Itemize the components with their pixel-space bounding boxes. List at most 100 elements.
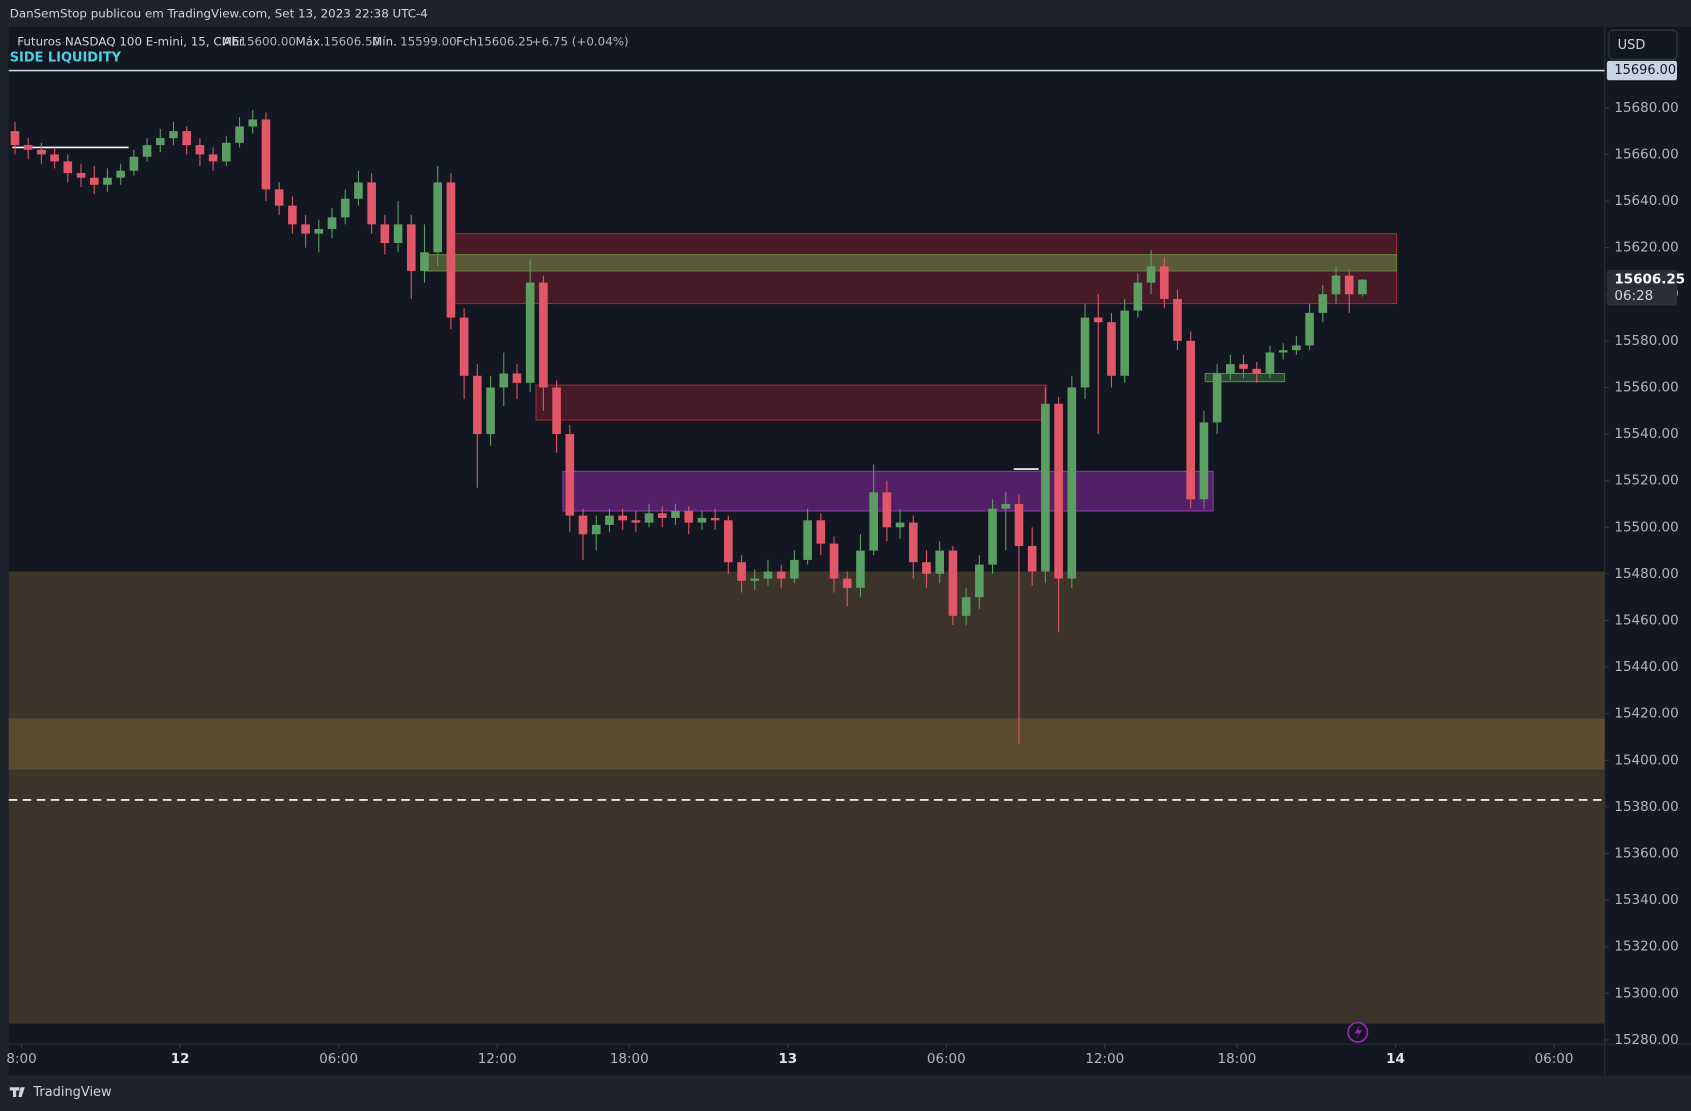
candle-body <box>684 510 694 523</box>
y-tick-label: 15560.00 <box>1614 379 1678 395</box>
candle-body <box>512 373 522 383</box>
candle-body <box>63 161 73 174</box>
last-price: 15606.25 <box>1614 272 1685 288</box>
x-tick-label: 06:00 <box>319 1051 358 1067</box>
x-tick-label: 18:00 <box>1218 1051 1257 1067</box>
y-tick-label: 15580.00 <box>1614 333 1678 349</box>
candle-body <box>1199 422 1209 500</box>
axes: 15696.00 15280.00 15300.00 15320.00 15340.00… <box>6 60 1685 1067</box>
candle-body <box>763 571 773 579</box>
y-tick-label: 15380.00 <box>1614 799 1678 815</box>
candle-body <box>288 205 297 225</box>
candle-body <box>446 182 456 318</box>
candle-body <box>169 131 178 139</box>
candle-body <box>842 578 852 588</box>
x-tick-label: 13 <box>778 1051 797 1067</box>
candle-body <box>882 492 892 528</box>
y-tick-label: 15660.00 <box>1614 146 1678 162</box>
candle-body <box>803 520 812 560</box>
candle-body <box>155 138 165 146</box>
candle-body <box>1159 266 1169 299</box>
y-tick-label: 15680.00 <box>1614 100 1678 116</box>
candles <box>10 110 1367 744</box>
currency-button[interactable] <box>1608 29 1678 60</box>
zone <box>8 571 1605 1024</box>
candle-body <box>578 515 588 535</box>
header-title: DanSemStop publicou em TradingView.com, … <box>10 7 428 21</box>
x-tick-label: 14 <box>1386 1051 1405 1067</box>
candle-body <box>208 154 218 162</box>
level-label: 15696.00 <box>1614 63 1676 78</box>
candle-body <box>182 131 192 146</box>
candle-body <box>420 252 429 271</box>
candle-body <box>591 524 601 535</box>
candle-body <box>856 550 865 588</box>
y-tick-label: 15440.00 <box>1614 659 1678 675</box>
y-tick-label: 15640.00 <box>1614 193 1678 209</box>
time-axis <box>8 1044 1691 1076</box>
candle-body <box>671 510 680 518</box>
candle-body <box>1146 266 1156 283</box>
candle-body <box>89 177 99 185</box>
candle-body <box>750 578 760 581</box>
candle-body <box>618 515 627 521</box>
candle-body <box>961 597 971 616</box>
candle-body <box>1265 352 1275 374</box>
candle-body <box>644 513 654 523</box>
y-tick-label: 15500.00 <box>1614 519 1678 535</box>
candle-body <box>935 550 945 574</box>
x-tick-label: 12:00 <box>1085 1051 1124 1067</box>
candle-body <box>605 515 614 525</box>
candle-body <box>922 562 931 574</box>
ohlc-label: Abr <box>223 35 244 49</box>
candle-body <box>1041 403 1050 572</box>
candle-body <box>948 550 958 616</box>
candle-body <box>869 492 878 551</box>
ohlc-value: 15599.00 <box>400 35 457 49</box>
candle-body <box>433 182 443 253</box>
candle-body <box>908 522 918 563</box>
candle-body <box>1305 312 1314 346</box>
zone <box>8 718 1605 770</box>
candle-body <box>499 373 509 388</box>
price-axis <box>1604 26 1691 1045</box>
candle-body <box>1133 282 1143 311</box>
currency[interactable]: USD <box>1618 38 1646 53</box>
candle-body <box>235 126 244 143</box>
candle-body <box>406 224 416 271</box>
x-tick-label: 18:00 <box>610 1051 649 1067</box>
last-price-box <box>1606 269 1677 306</box>
candle-body <box>1226 364 1235 374</box>
y-tick-label: 15620.00 <box>1614 240 1678 256</box>
candle-body <box>1292 345 1301 351</box>
candle-body <box>261 119 271 190</box>
y-tick-label: 15400.00 <box>1614 752 1678 768</box>
candle-body <box>1186 340 1196 500</box>
candle-body <box>473 375 482 435</box>
ohlc-value: 15606.50 <box>324 35 381 49</box>
logo <box>9 1087 25 1097</box>
zone <box>535 384 1047 421</box>
candle-body <box>1001 503 1011 509</box>
y-tick-label: 15420.00 <box>1614 706 1678 722</box>
y-tick-label: 15460.00 <box>1614 612 1678 628</box>
candle-body <box>657 513 667 518</box>
candle-body <box>525 282 535 383</box>
candle-body <box>565 434 575 516</box>
candle-body <box>988 508 997 565</box>
candle-body <box>790 559 799 579</box>
zone <box>1204 372 1286 383</box>
candle-body <box>1344 275 1354 295</box>
x-tick-label: 06:00 <box>927 1051 966 1067</box>
candle-body <box>393 224 403 243</box>
candle-body <box>776 571 786 579</box>
candle-body <box>1120 310 1129 376</box>
candle-body <box>103 177 112 185</box>
y-tick-label: 15480.00 <box>1614 566 1678 582</box>
candle-body <box>975 564 984 598</box>
candle-body <box>340 198 350 218</box>
candle-body <box>895 522 905 528</box>
alert-icon[interactable] <box>1347 1021 1369 1043</box>
